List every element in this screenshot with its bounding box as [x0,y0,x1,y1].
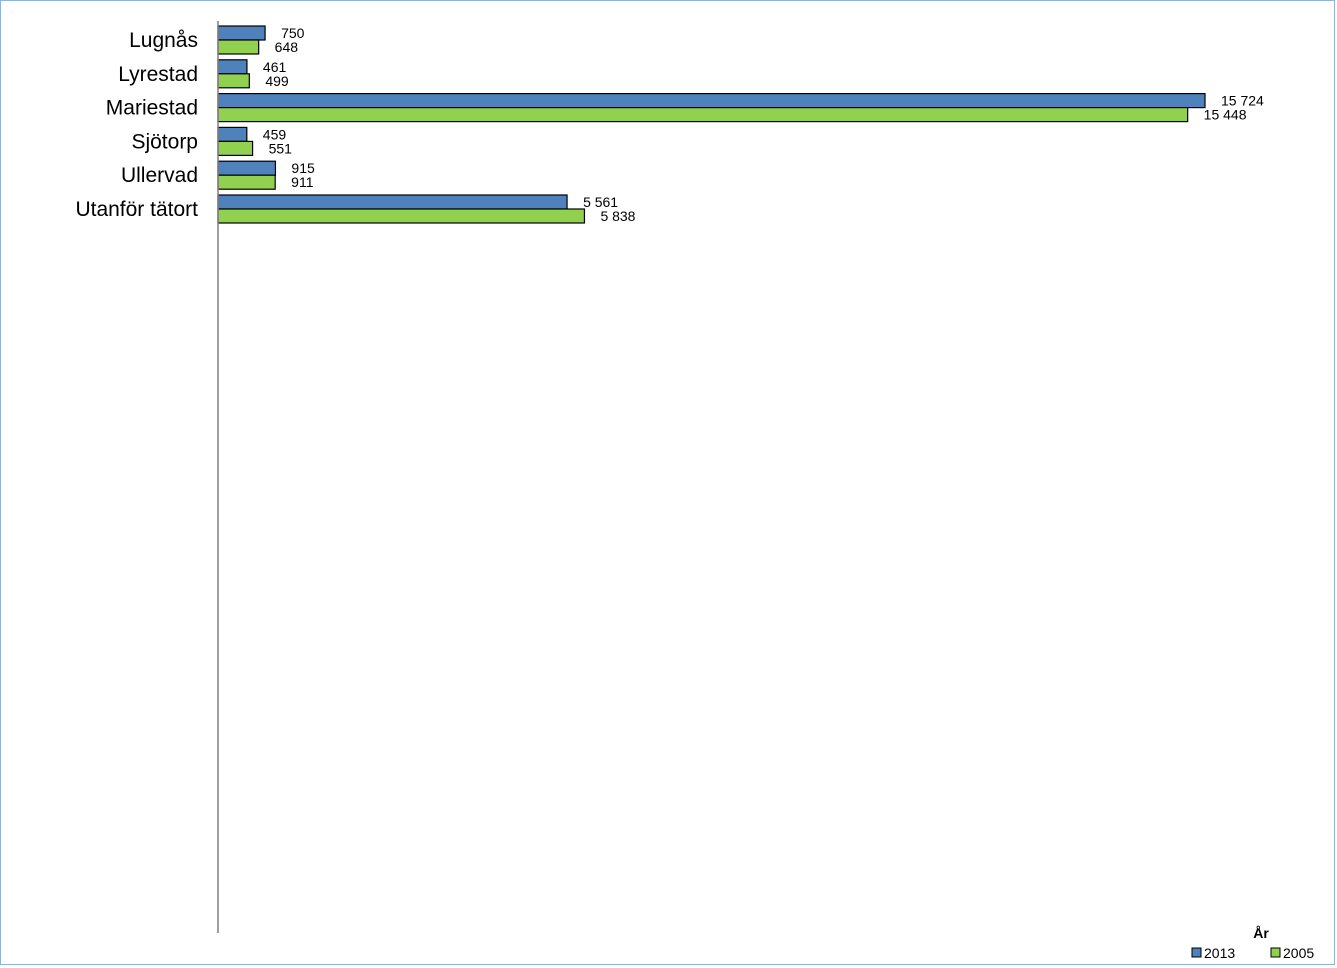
bar-2013-lugnås [217,25,266,41]
bar-2005-ullervad [217,174,276,190]
bar-2005-sjötorp [217,140,254,156]
category-label-ullervad: Ullervad [121,164,198,187]
value-label-2005-lyrestad: 499 [265,73,289,89]
value-label-2005-mariestad: 15 448 [1204,107,1247,123]
bar-2013-utanför-tätort [217,194,568,210]
legend-label-2013: 2013 [1204,945,1235,961]
bar-2005-mariestad [217,106,1189,123]
category-label-mariestad: Mariestad [106,97,198,120]
value-label-2013-lugnås: 750 [281,25,305,41]
value-label-2013-lyrestad: 461 [263,59,287,75]
legend-label-2005: 2005 [1283,945,1314,961]
category-label-lugnås: Lugnås [129,29,198,52]
bar-2013-lyrestad [217,59,248,75]
value-label-2013-sjötorp: 459 [263,126,287,142]
bar-2005-lugnås [217,39,260,55]
value-label-2013-utanför-tätort: 5 561 [583,194,618,210]
category-label-sjötorp: Sjötorp [131,130,198,153]
bar-2013-mariestad [217,92,1206,109]
value-label-2005-lugnås: 648 [275,39,299,55]
legend-title: År [1253,925,1269,941]
legend: År 2013 2005 [1191,925,1314,961]
value-label-2005-ullervad: 911 [291,174,314,190]
value-label-2013-mariestad: 15 724 [1221,93,1264,109]
legend-swatch-2013 [1191,947,1202,958]
legend-swatch-2005 [1270,947,1281,958]
bar-2005-lyrestad [217,73,250,89]
category-label-lyrestad: Lyrestad [118,63,198,86]
bar-2013-ullervad [217,160,277,176]
bar-2013-sjötorp [217,126,248,143]
category-label-utanför-tätort: Utanför tätort [75,198,198,221]
legend-items: 2013 2005 [1191,945,1314,961]
bar-2005-utanför-tätort [217,208,586,224]
value-label-2013-ullervad: 915 [291,160,315,176]
bars-layer [217,25,1206,224]
value-label-2005-utanför-tätort: 5 838 [600,208,635,224]
value-label-2005-sjötorp: 551 [269,140,293,156]
category-labels: Lugnås Lyrestad Mariestad Sjötorp Ullervad Ut… [75,29,198,221]
